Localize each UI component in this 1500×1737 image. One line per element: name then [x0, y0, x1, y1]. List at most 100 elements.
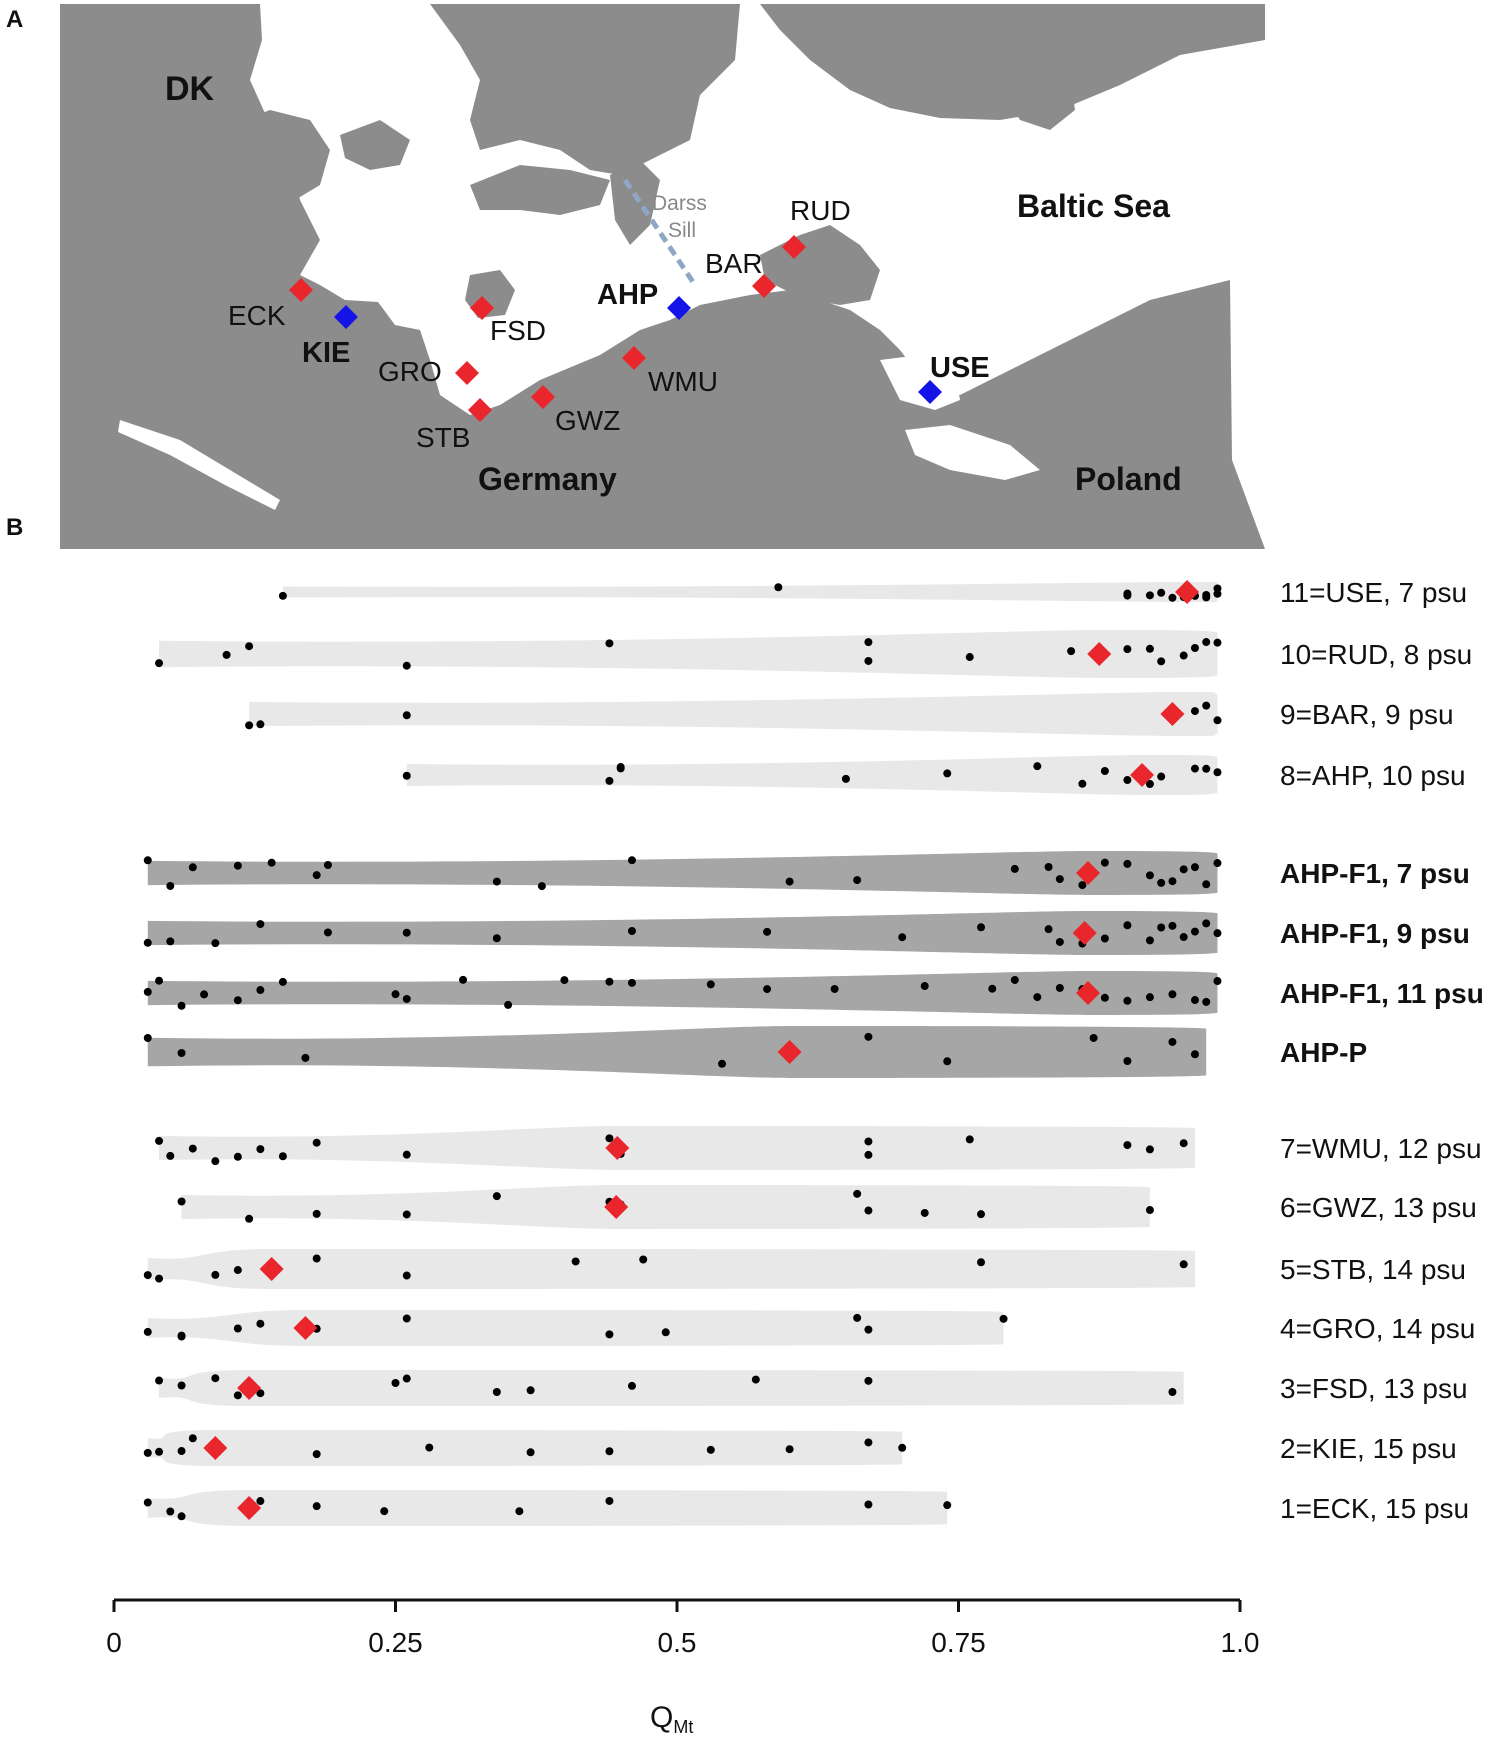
data-point [864, 1206, 873, 1215]
data-point [402, 771, 411, 780]
data-point [1190, 863, 1199, 872]
data-point [627, 978, 636, 987]
map-panel: DK Germany Poland Baltic Sea Darss Sill ECK KIE… [60, 4, 1265, 549]
data-point [1123, 1056, 1132, 1065]
sill-label: Sill [668, 219, 696, 242]
data-point [166, 881, 175, 890]
violin-row-5 [143, 851, 1222, 895]
data-point [605, 1447, 614, 1456]
data-point [1044, 925, 1053, 934]
data-point [402, 1150, 411, 1159]
violin-row-4 [402, 755, 1222, 795]
row-label-3: 9=BAR, 9 psu [1280, 699, 1454, 730]
data-point [785, 877, 794, 886]
violin-row-7 [143, 971, 1222, 1015]
data-point [1100, 993, 1109, 1002]
row-label-6: AHP-F1, 9 psu [1280, 918, 1470, 949]
data-point [661, 1328, 670, 1337]
x-tick-label: 0.5 [658, 1627, 697, 1658]
data-point [526, 1386, 535, 1395]
data-point [143, 856, 152, 865]
data-point [1213, 859, 1222, 868]
data-point [155, 659, 164, 668]
data-point [853, 1313, 862, 1322]
data-point [999, 1314, 1008, 1323]
data-point [763, 927, 772, 936]
data-point [605, 776, 614, 785]
data-point [605, 1330, 614, 1339]
violin-row-12 [143, 1310, 1008, 1346]
data-point [1100, 934, 1109, 943]
data-point [177, 1331, 186, 1340]
region-label-germany: Germany [478, 461, 617, 497]
data-point [853, 1189, 862, 1198]
data-point [1067, 647, 1076, 656]
data-point [830, 984, 839, 993]
data-point [312, 1138, 321, 1147]
data-point [627, 1381, 636, 1390]
data-point [1168, 877, 1177, 886]
x-tick-label: 1.0 [1221, 1627, 1260, 1658]
lagoon-2 [905, 425, 1040, 480]
site-label-gwz: GWZ [555, 405, 620, 436]
site-marker-bar [752, 274, 776, 298]
data-point [177, 1447, 186, 1456]
violin-row-9 [155, 1126, 1195, 1170]
data-point [211, 1157, 220, 1166]
x-tick-label: 0.25 [368, 1627, 423, 1658]
data-point [627, 856, 636, 865]
data-point [718, 1059, 727, 1068]
island-lolland [470, 165, 610, 215]
violin-shape [159, 1126, 1195, 1170]
data-point [256, 986, 265, 995]
data-point [526, 1448, 535, 1457]
mean-marker [259, 1257, 284, 1281]
darss-label: Darss [652, 192, 707, 215]
mean-marker [1072, 921, 1097, 945]
mean-marker [293, 1316, 318, 1340]
data-point [1123, 859, 1132, 868]
data-point [492, 934, 501, 943]
data-point [391, 1379, 400, 1388]
data-point [841, 774, 850, 783]
data-point [853, 876, 862, 885]
data-point [1145, 780, 1154, 789]
site-marker-gwz [531, 385, 555, 409]
violin-row-13 [155, 1370, 1184, 1406]
data-point [943, 769, 952, 778]
data-point [774, 583, 783, 592]
violin-row-10 [177, 1185, 1154, 1229]
data-point [391, 990, 400, 999]
data-point [312, 1254, 321, 1263]
data-point [211, 1374, 220, 1383]
data-point [155, 976, 164, 985]
mean-marker [237, 1496, 262, 1520]
data-point [1190, 996, 1199, 1005]
data-point [1202, 638, 1211, 647]
data-point [278, 1152, 287, 1161]
data-point [943, 1501, 952, 1510]
violin-shape [159, 630, 1218, 678]
site-label-rud: RUD [790, 195, 851, 226]
data-point [155, 1274, 164, 1283]
data-point [402, 928, 411, 937]
region-label-baltic: Baltic Sea [1017, 188, 1170, 224]
data-point [211, 1270, 220, 1279]
data-point [177, 1197, 186, 1206]
data-point [1213, 638, 1222, 647]
lagoon-1 [880, 355, 960, 410]
data-point [1145, 644, 1154, 653]
data-point [605, 977, 614, 986]
row-label-10: 6=GWZ, 13 psu [1280, 1192, 1477, 1223]
data-point [1157, 923, 1166, 932]
island-zealand [430, 4, 740, 175]
data-point [1213, 977, 1222, 986]
data-point [312, 1209, 321, 1218]
mean-marker [777, 1040, 802, 1064]
data-point [785, 1445, 794, 1454]
violin-row-11 [143, 1249, 1195, 1289]
mean-marker [1087, 642, 1112, 666]
data-point [1033, 762, 1042, 771]
x-tick-label: 0 [106, 1627, 122, 1658]
data-point [323, 860, 332, 869]
